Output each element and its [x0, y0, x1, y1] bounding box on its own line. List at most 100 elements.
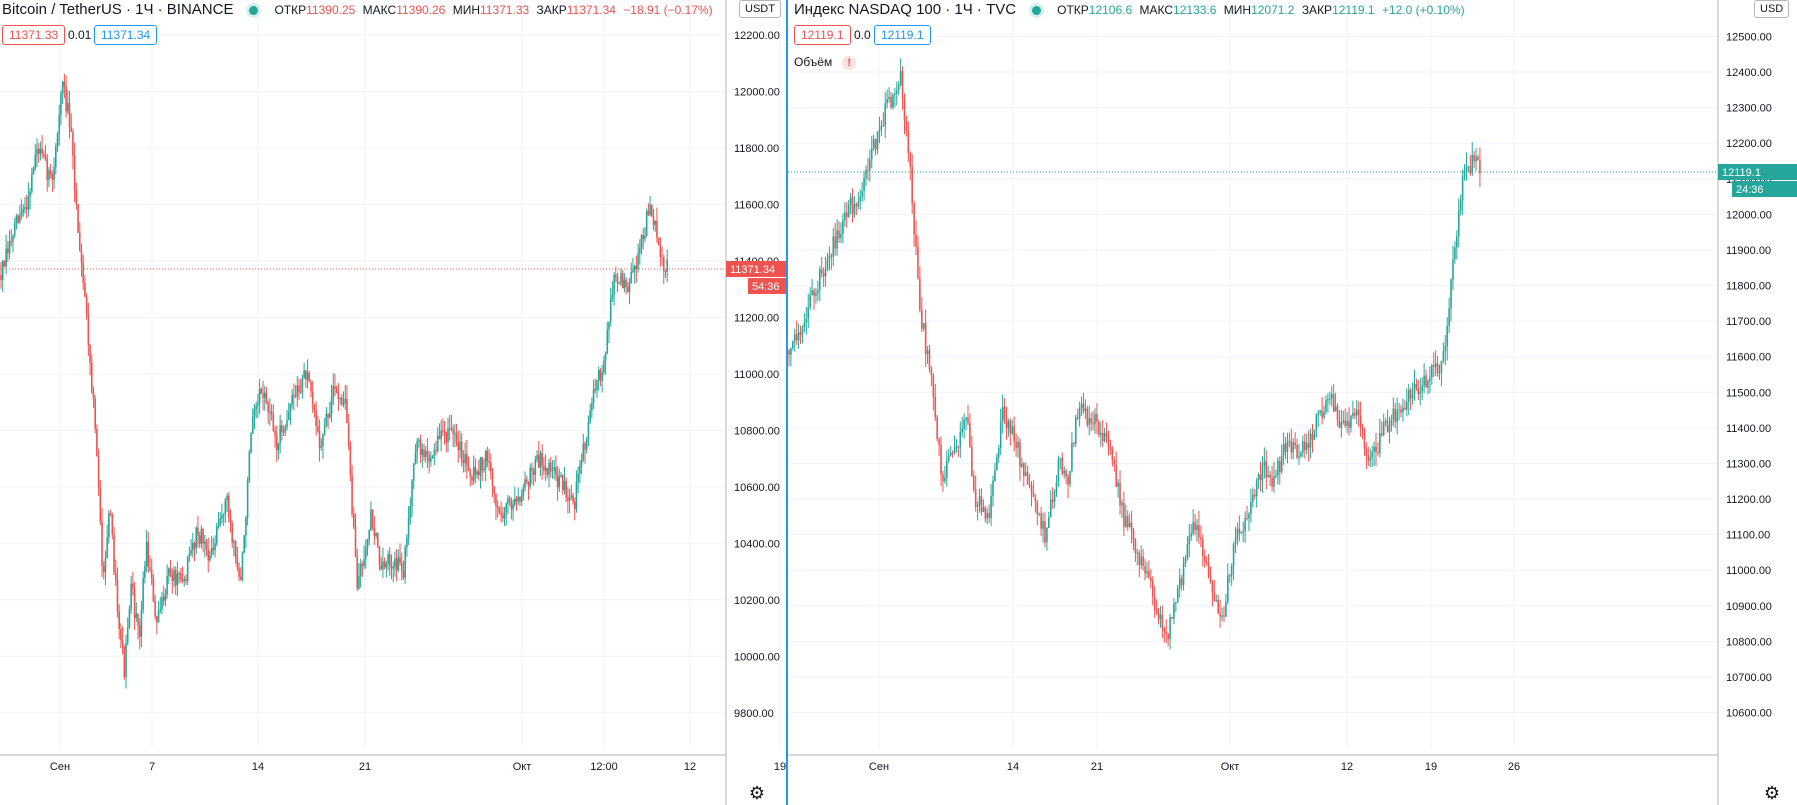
pane-divider[interactable] [786, 0, 788, 805]
warning-icon[interactable]: ! [842, 56, 857, 70]
candle [222, 513, 225, 526]
candle-body [997, 448, 1000, 458]
candle [1288, 432, 1291, 448]
candle-body [1253, 494, 1256, 497]
candle-body [267, 402, 269, 413]
currency-badge[interactable]: USDT [739, 0, 781, 18]
candle-body [332, 386, 335, 399]
candle [424, 446, 427, 463]
candle [1302, 435, 1304, 458]
y-tick-label: 10400.00 [734, 538, 780, 550]
candle-body [1051, 499, 1054, 502]
candle-body [1021, 463, 1023, 467]
candle-body [48, 169, 50, 180]
candle [101, 507, 103, 577]
candle [335, 385, 338, 394]
currency-badge[interactable]: USD [1754, 0, 1790, 18]
candle-body [1373, 446, 1375, 453]
candle [1167, 633, 1169, 647]
volume-indicator-label[interactable]: Объём! [794, 55, 857, 70]
candle-body [1150, 577, 1152, 581]
candle [438, 423, 441, 440]
candle-body [94, 398, 96, 429]
candle [1248, 511, 1250, 532]
candle [347, 413, 350, 451]
candle-body [90, 362, 93, 392]
x-tick-label: Окт [513, 761, 532, 773]
candle [1444, 334, 1447, 365]
candle-body [337, 392, 340, 400]
y-tick-label: 12200.00 [734, 30, 780, 42]
candle [905, 115, 908, 137]
candle [419, 434, 422, 464]
settings-gear-icon[interactable]: ⚙ [748, 783, 766, 803]
candle [174, 566, 177, 595]
candle-body [1459, 200, 1462, 211]
candle [272, 404, 275, 432]
candle-body [1334, 406, 1337, 412]
candle-body [1028, 484, 1031, 486]
candle [1178, 568, 1181, 598]
settings-gear-icon[interactable]: ⚙ [1763, 783, 1781, 803]
candle-body [1198, 524, 1200, 538]
candle [801, 325, 804, 344]
sell-price-button[interactable]: 12119.1 [794, 25, 851, 45]
candle [1007, 418, 1010, 437]
candle [1194, 514, 1196, 535]
buy-price-button[interactable]: 12119.1 [874, 25, 931, 45]
candle [922, 322, 925, 331]
left-chart-pane[interactable]: 12200.0012000.0011800.0011600.0011400.00… [0, 0, 786, 805]
candle [807, 293, 810, 329]
candle [78, 222, 81, 252]
candle-body [1321, 410, 1323, 418]
candle-body [1361, 427, 1364, 430]
candle-body [0, 275, 2, 281]
candle-body [1040, 513, 1042, 529]
candle [66, 89, 69, 115]
candle-body [1003, 406, 1006, 420]
candle [1082, 392, 1085, 414]
candle [512, 499, 514, 521]
candle [8, 230, 11, 260]
candle-body [1119, 482, 1121, 506]
candle-body [946, 460, 948, 478]
candle [984, 505, 987, 523]
candle [37, 143, 40, 163]
candle [1205, 556, 1208, 566]
candle-body [1427, 380, 1429, 388]
candle-body [976, 504, 979, 507]
right-chart-pane[interactable]: 12500.0012400.0012300.0012200.0012100.00… [788, 0, 1797, 805]
buy-price-button[interactable]: 11371.34 [94, 25, 158, 45]
candle-body [657, 237, 660, 246]
candle-body [1192, 522, 1194, 534]
candle [597, 366, 600, 391]
candle [412, 462, 415, 490]
x-tick-label: 7 [149, 761, 155, 773]
candle-body [1071, 442, 1073, 472]
last-price-label: 11371.34 [726, 260, 786, 277]
candle-body [844, 212, 846, 221]
btc-candlestick-chart[interactable]: 12200.0012000.0011800.0011600.0011400.00… [0, 0, 786, 805]
candle-body [1153, 596, 1156, 610]
candle-body [10, 241, 13, 243]
candle [813, 288, 815, 310]
symbol-title[interactable]: Индекс NASDAQ 100 · 1Ч · TVC [794, 1, 1017, 18]
candle-body [25, 207, 28, 210]
candle [1463, 164, 1466, 181]
candle-body [1442, 351, 1445, 361]
candle [478, 459, 480, 481]
nasdaq-candlestick-chart[interactable]: 12500.0012400.0012300.0012200.0012100.00… [788, 0, 1797, 805]
candle [1196, 518, 1198, 542]
candle-body [620, 273, 622, 284]
candle-body [123, 645, 126, 678]
candle [828, 246, 831, 271]
symbol-title[interactable]: Bitcoin / TetherUS · 1Ч · BINANCE [2, 1, 234, 18]
candle-body [611, 294, 614, 299]
candle [909, 151, 912, 181]
candle-body [1346, 420, 1348, 426]
sell-price-button[interactable]: 11371.33 [2, 25, 66, 45]
candle-body [1367, 455, 1370, 461]
candle [483, 458, 485, 473]
candle [1294, 432, 1296, 450]
candle-body [1215, 599, 1218, 601]
